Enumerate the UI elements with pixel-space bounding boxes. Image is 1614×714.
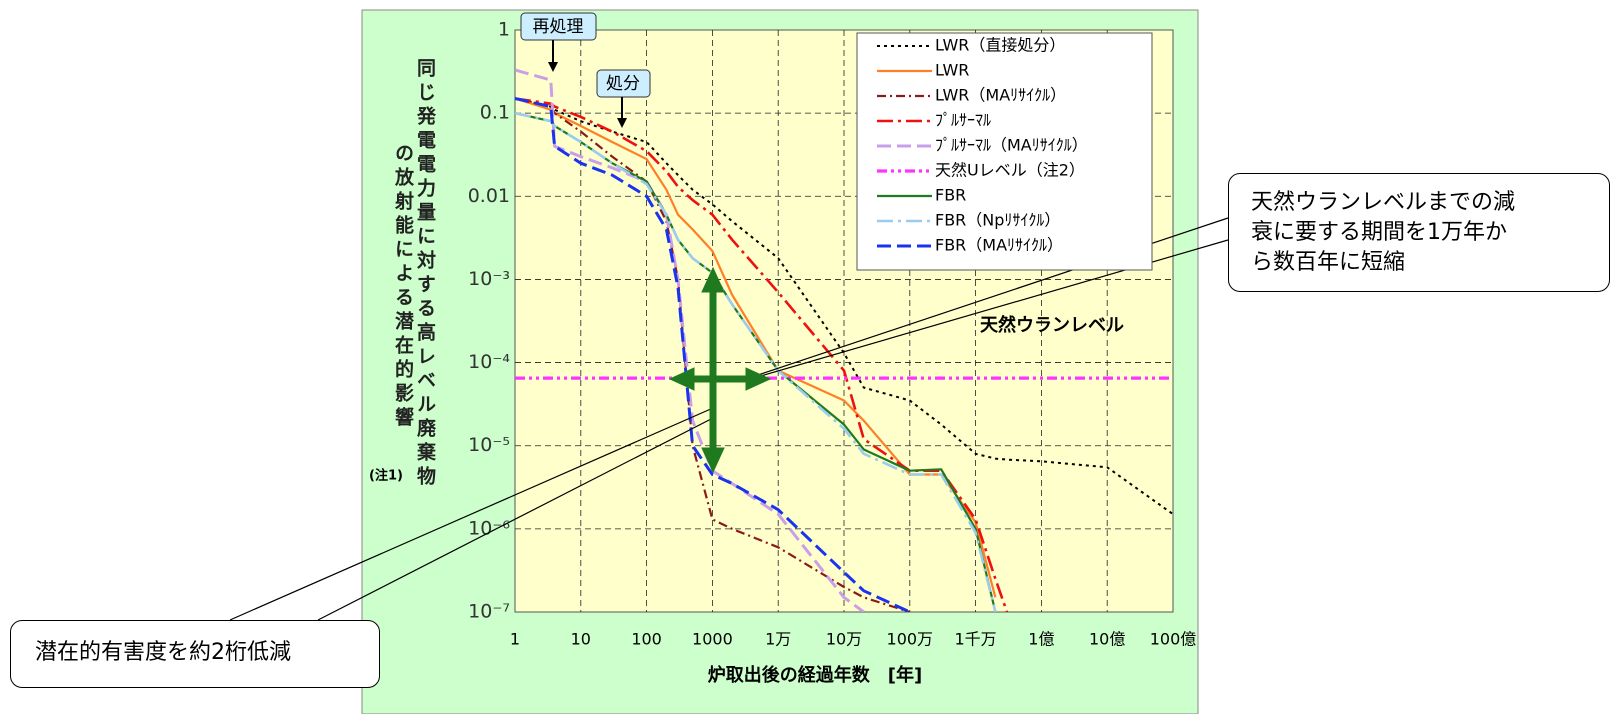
annotation-box: [520, 12, 597, 41]
x-tick-label: 1億: [1028, 630, 1054, 649]
legend-label: ﾌﾟﾙｻｰﾏﾙ: [935, 111, 991, 130]
y-tick-label: 10⁻⁶: [468, 517, 510, 539]
legend-label: FBR（Npﾘｻｲｸﾙ）: [935, 211, 1060, 230]
annotation-box: [596, 69, 651, 98]
x-tick-label: 1千万: [955, 630, 997, 649]
x-tick-label: 10: [571, 630, 591, 649]
callout-text: 潜在的有害度を約2桁低減: [35, 640, 291, 665]
y-tick-label: 0.01: [468, 185, 510, 207]
annotation-arrow: [617, 118, 627, 128]
series-line: [515, 97, 911, 612]
annotation-arrow: [548, 62, 558, 72]
callout-line: [317, 417, 714, 621]
callout: 潜在的有害度を約2桁低減: [10, 620, 380, 688]
series-line: [515, 97, 1009, 612]
y-axis-note: (注1): [369, 468, 403, 484]
callout-line: [229, 407, 714, 621]
x-tick-label: 1000: [692, 630, 733, 649]
x-tick-label: 1: [510, 630, 520, 649]
y-tick-label: 10⁻⁷: [468, 601, 510, 623]
legend-label: FBR: [935, 186, 966, 205]
x-tick-label: 10万: [826, 630, 862, 649]
annotation: 再処理: [533, 17, 584, 37]
x-axis-title: 炉取出後の経過年数 [年]: [708, 664, 922, 686]
reduction-arrows: [668, 266, 772, 474]
annotation: 天然ウランレベル: [980, 314, 1124, 336]
y-axis-title: の放射能による潜在的影響: [392, 143, 414, 431]
x-tick-label: 100万: [887, 630, 934, 649]
annotation: 処分: [606, 74, 640, 94]
legend-label: FBR（MAﾘｻｲｸﾙ）: [935, 236, 1063, 255]
series-line: [515, 97, 1173, 516]
series-line: [515, 97, 911, 612]
series-line: [515, 111, 997, 612]
legend-label: LWR（直接処分）: [935, 36, 1065, 55]
y-axis-title: 同じ発電電力量に対する高レベル廃棄物: [414, 58, 436, 490]
y-tick-label: 10⁻⁵: [468, 434, 510, 456]
legend-label: 天然Uレベル（注2）: [935, 161, 1085, 180]
x-tick-label: 10億: [1089, 630, 1125, 649]
x-tick-label: 1万: [765, 630, 791, 649]
legend: [856, 32, 1153, 271]
legend-label: LWR: [935, 61, 969, 80]
y-tick-label: 1: [498, 19, 510, 41]
callout-text: 天然ウランレベルまでの減衰に要する期間を1万年から数百年に短縮: [1251, 190, 1516, 275]
y-tick-label: 10⁻³: [468, 268, 510, 290]
x-tick-label: 100: [631, 630, 662, 649]
y-tick-label: 10⁻⁴: [468, 351, 510, 373]
legend-label: LWR（MAﾘｻｲｸﾙ）: [935, 86, 1066, 105]
legend-label: ﾌﾟﾙｻｰﾏﾙ（MAﾘｻｲｸﾙ）: [935, 136, 1088, 155]
callout: 天然ウランレベルまでの減衰に要する期間を1万年から数百年に短縮: [1228, 173, 1610, 292]
y-tick-label: 0.1: [480, 102, 510, 124]
x-tick-label: 100億: [1150, 630, 1197, 649]
